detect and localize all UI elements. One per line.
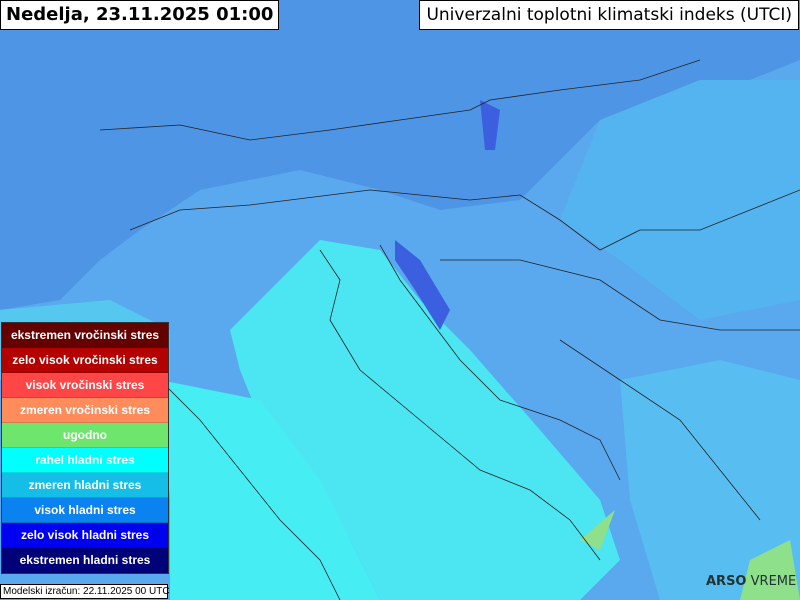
tyrrhenian-sea bbox=[160, 380, 380, 600]
legend-item: ugodno bbox=[2, 423, 168, 448]
legend-item: ekstremen vročinski stres bbox=[2, 323, 168, 348]
legend-item: zmeren hladni stres bbox=[2, 473, 168, 498]
model-run-label: Modelski izračun: 22.11.2025 00 UTC bbox=[0, 584, 170, 599]
logo-light: VREME bbox=[750, 574, 797, 589]
legend: ekstremen vročinski stres zelo visok vro… bbox=[1, 322, 169, 574]
legend-item: zmeren vročinski stres bbox=[2, 398, 168, 423]
index-title: Univerzalni toplotni klimatski indeks (U… bbox=[419, 0, 799, 30]
legend-item: zelo visok hladni stres bbox=[2, 523, 168, 548]
legend-item: ekstremen hladni stres bbox=[2, 548, 168, 573]
arso-logo: ARSO VREME bbox=[706, 574, 796, 589]
legend-item: rahel hladni stres bbox=[2, 448, 168, 473]
alps-cold bbox=[480, 100, 500, 150]
pannonian-region bbox=[560, 80, 800, 320]
legend-item: zelo visok vročinski stres bbox=[2, 348, 168, 373]
forecast-date: Nedelja, 23.11.2025 01:00 bbox=[0, 0, 280, 30]
balkans-south bbox=[620, 360, 800, 600]
comfortable-zone-2 bbox=[740, 540, 800, 600]
alps-region bbox=[0, 0, 800, 310]
comfortable-zone bbox=[580, 510, 615, 550]
logo-bold: ARSO bbox=[706, 574, 747, 589]
borders bbox=[99, 59, 800, 600]
dinaric-cold bbox=[395, 240, 450, 330]
legend-item: visok vročinski stres bbox=[2, 373, 168, 398]
legend-item: visok hladni stres bbox=[2, 498, 168, 523]
